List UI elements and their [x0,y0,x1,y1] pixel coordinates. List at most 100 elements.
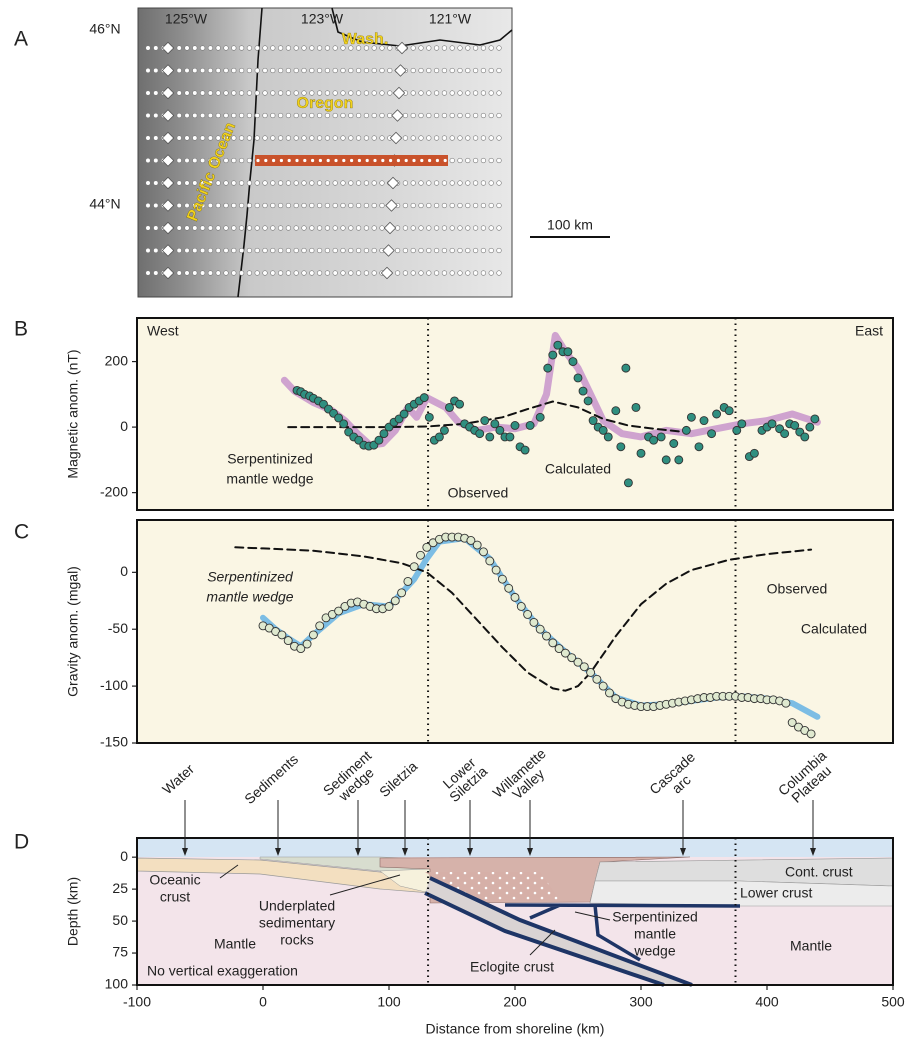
region-label: Underplated [259,898,335,914]
station-dot [185,226,190,231]
station-dot [442,271,447,276]
station-dot [458,181,463,186]
profile-dot [350,159,353,162]
station-dot [193,271,198,276]
corner-label: East [855,323,883,339]
station-dot [286,46,291,51]
station-dot [380,136,385,141]
station-dot [434,136,439,141]
station-dot [271,248,276,253]
data-point [284,637,292,645]
station-dot [271,136,276,141]
data-point [524,610,532,618]
data-point [521,446,529,454]
data-point [511,421,519,429]
station-dot [349,181,354,186]
data-point [687,413,695,421]
station-dot [403,248,408,253]
station-dot [450,158,455,163]
station-dot [473,136,478,141]
station-dot [200,91,205,96]
station-dot [154,158,159,163]
station-dot [341,181,346,186]
station-dot [224,271,229,276]
station-dot [224,248,229,253]
station-dot [317,136,322,141]
station-dot [473,91,478,96]
data-point [682,426,690,434]
station-dot [317,181,322,186]
station-dot [286,113,291,118]
station-dot [356,181,361,186]
station-dot [341,113,346,118]
station-dot [294,136,299,141]
station-dot [177,113,182,118]
station-dot [255,68,260,73]
station-dot [434,113,439,118]
station-dot [473,113,478,118]
station-dot [380,203,385,208]
station-dot [239,248,244,253]
station-dot [466,113,471,118]
station-dot [146,158,151,163]
station-dot [411,203,416,208]
region-label: Eclogite crust [470,959,554,975]
station-dot [154,68,159,73]
station-dot [154,136,159,141]
data-point [580,663,588,671]
data-point [536,625,544,633]
x-tick-label: 300 [629,994,653,1010]
station-dot [458,113,463,118]
region-label: Cont. crust [785,864,853,880]
data-point [398,589,406,597]
station-dot [325,68,330,73]
station-dot [193,158,198,163]
station-dot [208,113,213,118]
station-dot [411,68,416,73]
station-dot [466,248,471,253]
water-fill [137,838,893,857]
station-dot [216,248,221,253]
station-dot [333,181,338,186]
station-dot [224,68,229,73]
station-dot [177,248,182,253]
y-tick-label: 25 [112,880,128,896]
station-dot [450,181,455,186]
station-dot [473,226,478,231]
data-point [506,433,514,441]
data-point [385,602,393,610]
data-point [807,730,815,738]
series-label: mantle wedge [206,589,293,605]
station-dot [216,271,221,276]
station-dot [442,248,447,253]
data-point [530,618,538,626]
station-dot [356,271,361,276]
station-dot [489,136,494,141]
region-label: Mantle [790,938,832,954]
panel-letter: C [14,521,29,544]
station-dot [489,203,494,208]
x-tick-label: 100 [377,994,401,1010]
station-dot [154,91,159,96]
station-dot [232,91,237,96]
station-dot [247,271,252,276]
region-label: sedimentary [259,915,335,931]
station-dot [364,226,369,231]
station-dot [450,113,455,118]
station-dot [302,113,307,118]
station-dot [216,46,221,51]
station-dot [224,181,229,186]
station-dot [247,46,252,51]
data-point [675,456,683,464]
station-dot [239,203,244,208]
station-dot [372,68,377,73]
station-dot [450,226,455,231]
station-dot [310,68,315,73]
data-point [579,387,587,395]
station-dot [473,271,478,276]
station-dot [286,226,291,231]
station-dot [427,46,432,51]
station-dot [271,181,276,186]
data-point [340,420,348,428]
station-dot [411,271,416,276]
